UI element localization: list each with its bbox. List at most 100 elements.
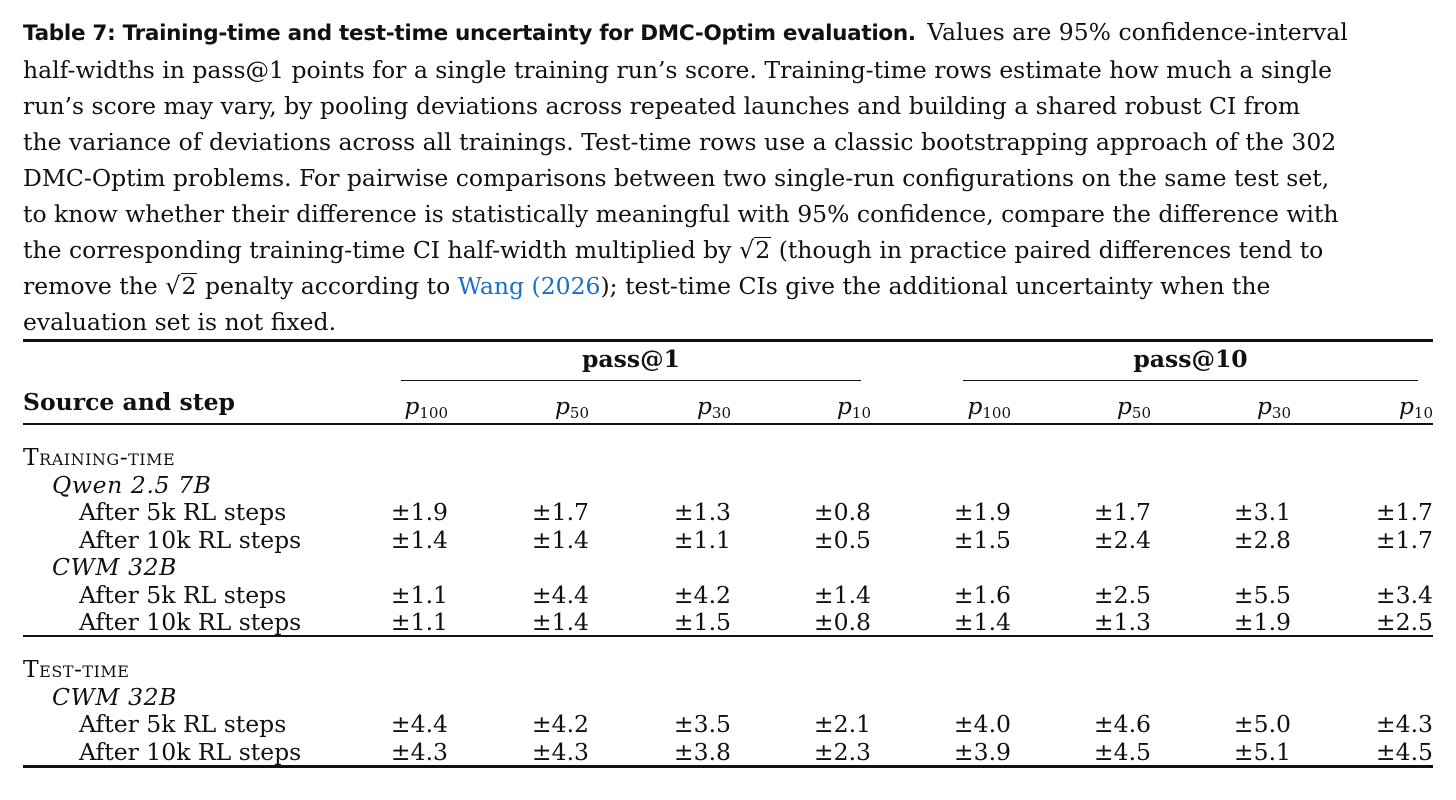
column-header-symbol: p [404,392,420,420]
column-header-symbol: p [1116,392,1132,420]
model-name: Qwen 2.5 7B [52,470,212,499]
table-cell: ±3.4 [1375,580,1433,609]
header-rule [23,423,1433,425]
table-cell: ±4.2 [673,580,731,609]
table-cell: ±1.3 [673,498,731,526]
table-cell: ±1.1 [673,525,731,554]
table-cell: ±1.9 [390,498,448,526]
column-header: p30 [621,392,731,422]
row-label: After 10k RL steps [79,608,302,636]
table-cell: ±2.1 [813,710,871,738]
column-header-symbol: p [967,392,983,420]
results-table: pass@1 pass@10 Source and step p100 p50 p3… [23,14,1433,800]
column-header-symbol: p [554,392,570,420]
table-cell: ±0.8 [813,498,871,526]
column-header-symbol: p [1256,392,1272,420]
table-cell: ±5.0 [1233,710,1291,738]
column-header-subscript: 10 [1413,404,1433,422]
column-header: p30 [1181,392,1291,422]
table-cell: ±3.1 [1233,498,1291,526]
bottom-rule [23,765,1433,768]
citation-author[interactable]: Wang [457,272,525,300]
table-cell: ±1.9 [1233,608,1291,636]
table-cell: ±1.4 [531,525,589,554]
sqrt-symbol: √2 [738,236,772,264]
caption-line: DMC-Optim problems. For pairwise compari… [23,164,1330,192]
table-cell: ±1.7 [1093,498,1151,526]
citation-link[interactable]: Wang (2026 [457,272,601,300]
table-cell: ±2.5 [1375,608,1433,636]
row-label: After 10k RL steps [79,737,302,766]
sqrt-radicand: 2 [754,236,772,264]
caption-line: Table 7: Training-time and test-time unc… [23,14,1433,52]
table-cell: ±1.6 [953,580,1011,609]
caption-line: evaluation set is not fixed. [23,308,337,336]
table-cell: ±1.4 [531,608,589,636]
column-header-symbol: p [1398,392,1414,420]
table-figure: Table 7: Training-time and test-time unc… [23,14,1433,768]
column-header: p100 [338,392,448,422]
table-cell: ±1.4 [953,608,1011,636]
section-title: Test-time [23,655,130,683]
column-header-symbol: p [696,392,712,420]
caption-line: remove the √2 penalty according to Wang … [23,268,1433,304]
table-cell: ±1.9 [953,498,1011,526]
column-header: p50 [1041,392,1151,422]
table-cell: ±3.9 [953,737,1011,766]
table-cell: ±1.1 [390,608,448,636]
group-header-pass1: pass@1 [582,345,680,373]
table-cell: ±0.8 [813,608,871,636]
column-header-subscript: 100 [982,404,1011,422]
column-header: p50 [479,392,589,421]
column-header-subscript: 30 [1271,404,1291,422]
table-cell: ±2.8 [1233,525,1291,554]
column-header-subscript: 10 [851,404,871,422]
table-cell: ±4.2 [531,710,589,738]
table-cell: ±2.3 [813,737,871,766]
table-cell: ±1.4 [390,525,448,554]
table-cell: ±1.1 [390,580,448,609]
table-cell: ±3.8 [673,737,731,766]
row-label: After 5k RL steps [79,498,287,526]
sqrt-radicand: 2 [180,272,198,300]
column-header-subscript: 30 [711,404,731,422]
group-rule-pass10 [963,380,1418,382]
caption-text: remove the [23,272,158,300]
caption-line: run’s score may vary, by pooling deviati… [23,92,1301,120]
table-cell: ±5.5 [1233,580,1291,609]
row-header-label: Source and step [23,388,235,416]
column-header-symbol: p [836,392,852,420]
caption-line: to know whether their difference is stat… [23,200,1339,228]
table-cell: ±4.3 [531,737,589,766]
column-header: p10 [1323,392,1433,422]
table-cell: ±1.3 [1093,608,1151,636]
table-cell: ±3.5 [673,710,731,738]
sqrt-symbol: √2 [165,272,198,300]
model-name: CWM 32B [52,553,178,581]
table-cell: ±1.7 [531,498,589,526]
caption-text: the corresponding training-time CI half-… [23,236,732,264]
table-cell: ±1.7 [1375,525,1433,554]
caption-text: (though in practice paired differences t… [778,236,1324,264]
model-name: CWM 32B [52,682,178,711]
table-cell: ±4.3 [1375,710,1433,738]
table-cell: ±5.1 [1233,737,1291,766]
section-rule [23,635,1433,637]
group-rule-pass1 [401,380,861,382]
caption-text: ); test-time CIs give the additional unc… [600,272,1271,300]
table-cell: ±1.4 [813,580,871,609]
top-rule [23,339,1433,342]
table-cell: ±0.5 [813,525,871,554]
row-label: After 5k RL steps [79,710,287,738]
group-header-pass10: pass@10 [1133,345,1248,373]
table-cell: ±4.5 [1093,737,1151,766]
column-header-subscript: 50 [1131,404,1151,422]
table-cell: ±1.5 [673,608,731,636]
citation-year[interactable]: 2026 [540,272,601,300]
table-cell: ±1.5 [953,525,1011,554]
row-label: After 5k RL steps [79,580,287,609]
column-header: p100 [901,392,1011,422]
table-cell: ±4.3 [390,737,448,766]
column-header-subscript: 100 [419,404,448,422]
table-cell: ±2.5 [1093,580,1151,609]
